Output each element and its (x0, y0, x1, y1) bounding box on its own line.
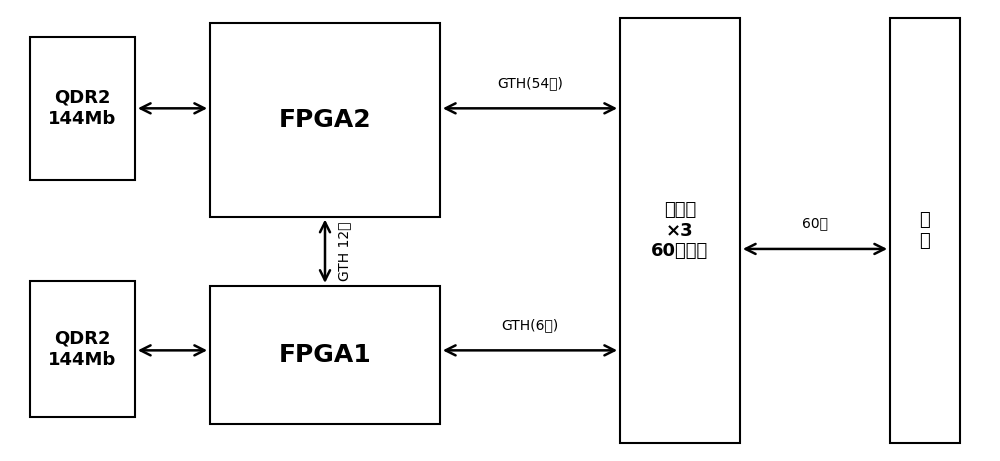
Text: 背
板: 背 板 (920, 211, 930, 250)
Text: 60路: 60路 (802, 217, 828, 230)
Text: QDR2
144Mb: QDR2 144Mb (48, 89, 117, 128)
Bar (30, 281, 135, 417)
Bar (210, 286, 440, 424)
Bar (620, 18, 740, 443)
Text: QDR2
144Mb: QDR2 144Mb (48, 330, 117, 369)
Text: GTH(6路): GTH(6路) (501, 318, 559, 332)
Text: GTH(54路): GTH(54路) (497, 76, 563, 90)
Text: FPGA2: FPGA2 (279, 108, 371, 132)
Bar (30, 37, 135, 180)
Text: GTH 12路: GTH 12路 (337, 221, 351, 281)
Text: FPGA1: FPGA1 (279, 343, 371, 367)
Bar (890, 18, 960, 443)
Text: 光模块
×3
60路收发: 光模块 ×3 60路收发 (651, 201, 709, 260)
Bar (210, 23, 440, 217)
